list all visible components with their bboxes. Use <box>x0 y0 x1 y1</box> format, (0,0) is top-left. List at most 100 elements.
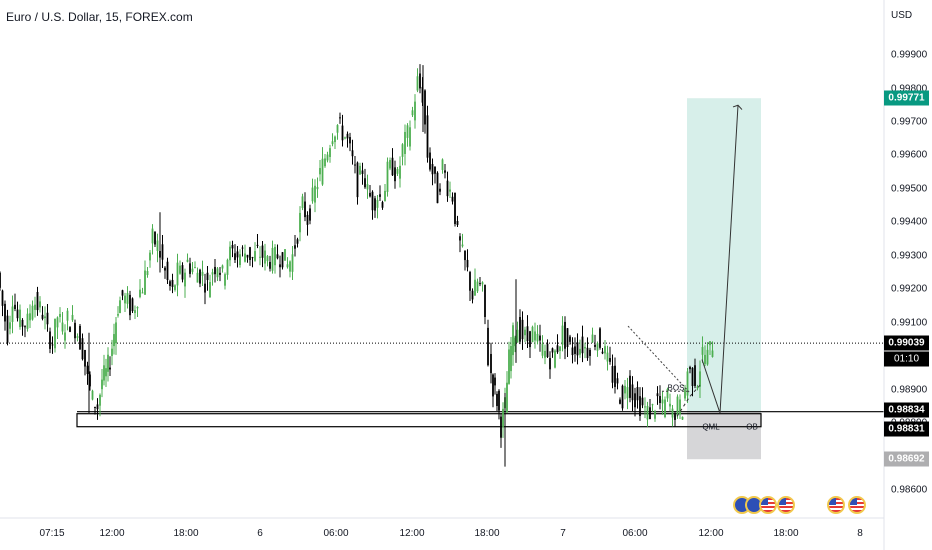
candle-body <box>406 125 409 138</box>
candle-body <box>616 378 619 384</box>
candle-body <box>184 272 186 287</box>
candle-body <box>594 344 596 347</box>
bos-trend-line <box>627 325 691 394</box>
candle-body <box>204 283 206 293</box>
y-tick-label: 0.99200 <box>891 283 928 295</box>
candle-body <box>696 386 699 389</box>
candle-body <box>521 319 524 340</box>
candle-body <box>664 399 666 417</box>
x-tick-label: 8 <box>857 528 863 539</box>
candle-body <box>274 246 276 266</box>
candle-body <box>196 272 199 283</box>
candle-body <box>349 137 351 144</box>
candle-body <box>490 353 492 374</box>
candle-body <box>216 268 219 278</box>
candle-body <box>404 131 406 154</box>
us-event-icon[interactable] <box>827 496 845 514</box>
candle-body <box>676 396 679 416</box>
candle-body <box>454 192 456 225</box>
candle-body <box>111 348 113 356</box>
candle-body <box>441 159 444 170</box>
candle-body <box>326 154 329 161</box>
us-event-icon[interactable] <box>848 496 866 514</box>
candle-body <box>411 110 414 116</box>
candle-body <box>369 192 371 197</box>
candle-body <box>129 294 131 316</box>
candle-body <box>51 344 54 346</box>
candle-body <box>621 385 624 409</box>
candle-body <box>44 316 46 319</box>
candle-body <box>679 399 681 415</box>
candle-body <box>556 345 559 353</box>
candle-body <box>291 254 294 272</box>
candle-body <box>659 396 661 403</box>
candle-body <box>105 368 107 377</box>
candle-body <box>126 293 129 304</box>
candle-body <box>394 167 396 182</box>
candle-body <box>512 325 514 356</box>
candle-body <box>371 191 374 211</box>
candle-body <box>14 304 16 309</box>
candle-body <box>154 231 156 245</box>
candle-body <box>364 178 366 188</box>
candle-body <box>606 352 609 362</box>
candle-body <box>536 333 539 342</box>
x-tick-label: 12:00 <box>698 528 724 539</box>
candle-body <box>631 384 634 401</box>
candle-body <box>334 136 336 143</box>
candle-body <box>281 252 284 268</box>
candle-body <box>231 244 234 249</box>
candle-body <box>691 367 694 387</box>
candle-body <box>79 325 81 350</box>
candle-body <box>301 196 304 209</box>
candle-body <box>41 314 44 319</box>
candle-body <box>319 168 321 175</box>
candle-body <box>74 322 76 339</box>
candle-body <box>241 247 244 249</box>
candle-body <box>541 343 544 356</box>
us-event-icon[interactable] <box>777 496 795 514</box>
order-block-box <box>76 413 762 428</box>
x-tick-label: 06:00 <box>323 528 349 539</box>
candle-body <box>416 76 419 91</box>
candle-body <box>591 334 594 343</box>
candle-body <box>139 289 141 297</box>
candle-body <box>144 270 146 295</box>
x-tick-label: 12:00 <box>399 528 425 539</box>
candle-body <box>356 162 359 198</box>
candle-body <box>471 290 474 300</box>
candle-body <box>539 335 541 341</box>
candle-body <box>115 322 117 344</box>
candle-body <box>339 117 341 119</box>
candle-body <box>234 253 236 260</box>
candle-body <box>654 411 656 419</box>
y-tick-label: 0.99100 <box>891 317 928 329</box>
candle-body <box>103 365 105 381</box>
candle-body <box>351 150 354 157</box>
candle-body <box>246 254 249 258</box>
countdown-tag: 01:10 <box>884 351 929 367</box>
candle-body <box>359 165 361 175</box>
stop-loss-tag: 0.98692 <box>884 451 929 467</box>
candle-body <box>321 158 324 185</box>
y-tick-label: 0.98900 <box>891 384 928 396</box>
us-event-icon[interactable] <box>759 496 777 514</box>
candle-body <box>414 101 416 121</box>
candle-body <box>211 272 214 275</box>
candle-body <box>429 152 431 170</box>
candle-body <box>229 246 231 261</box>
candle-body <box>117 314 119 316</box>
candle-body <box>279 264 281 268</box>
candle-body <box>136 307 139 309</box>
candle-body <box>121 290 124 296</box>
candle-body <box>614 365 616 387</box>
candle-body <box>261 245 264 258</box>
candle-body <box>294 245 296 249</box>
candle-body <box>711 350 714 357</box>
candle-body <box>161 244 164 260</box>
candle-body <box>586 347 589 359</box>
candle-body <box>484 284 486 318</box>
candle-body <box>686 371 689 396</box>
candle-body <box>141 292 144 294</box>
